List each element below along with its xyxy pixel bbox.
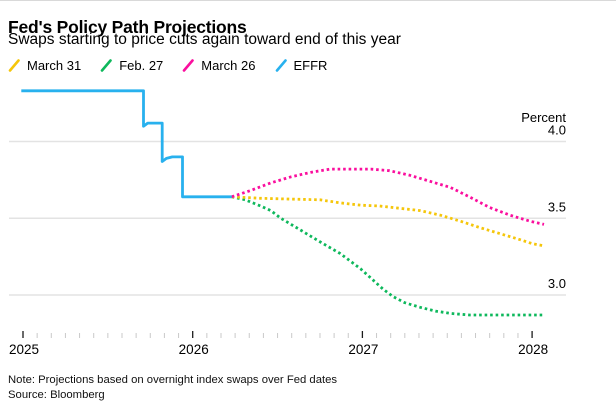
chart-subtitle: Swaps starting to price cuts again towar… <box>8 31 401 48</box>
series-line-effr <box>21 89 232 199</box>
svg-text:2027: 2027 <box>348 342 378 357</box>
legend-label-march-26: March 26 <box>201 58 256 73</box>
footnote: Note: Projections based on overnight ind… <box>8 373 337 403</box>
x-axis-tick-labels: 2025 2026 2027 2028 <box>9 342 548 357</box>
svg-text:3.5: 3.5 <box>548 199 566 214</box>
line-swatch-icon <box>8 59 20 72</box>
line-swatch-icon <box>275 59 287 72</box>
series-line-march-26 <box>231 167 545 226</box>
top-divider <box>0 0 616 1</box>
chart-legend: March 31 Feb. 27 March 26 EFFR <box>8 58 327 73</box>
series-lines <box>21 89 545 317</box>
gridlines <box>9 140 566 296</box>
legend-label-effr: EFFR <box>293 58 328 73</box>
y-axis-unit-label: Percent <box>521 110 566 125</box>
line-swatch-icon <box>100 59 113 72</box>
legend-item-march-31: March 31 <box>8 58 81 73</box>
series-line-feb-27 <box>231 195 544 317</box>
svg-text:3.0: 3.0 <box>548 276 566 291</box>
source-line: Source: Bloomberg <box>8 388 105 401</box>
svg-text:2026: 2026 <box>179 342 209 357</box>
legend-item-feb-27: Feb. 27 <box>100 58 163 73</box>
legend-label-march-31: March 31 <box>27 58 82 73</box>
y-axis-tick-labels: 4.0 3.5 3.0 <box>548 123 566 292</box>
svg-text:2025: 2025 <box>9 342 39 357</box>
svg-text:2028: 2028 <box>518 342 548 357</box>
legend-item-effr: EFFR <box>275 58 328 73</box>
series-line-march-31 <box>231 195 545 248</box>
legend-item-march-26: March 26 <box>182 58 256 73</box>
line-swatch-icon <box>182 59 195 72</box>
chart-title: Fed's Policy Path Projections <box>8 16 247 37</box>
note-line: Note: Projections based on overnight ind… <box>8 374 338 386</box>
legend-label-feb-27: Feb. 27 <box>119 58 164 73</box>
svg-text:4.0: 4.0 <box>548 123 566 138</box>
x-axis-ticks <box>22 331 533 338</box>
